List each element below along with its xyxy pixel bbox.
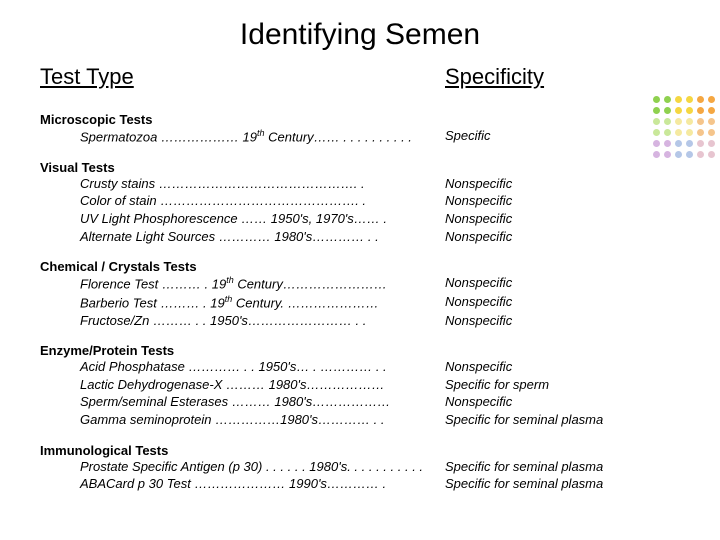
dot-icon [664, 118, 671, 125]
dot-icon [697, 140, 704, 147]
test-specificity: Nonspecific [445, 192, 512, 210]
test-name: Acid Phosphatase ………… . . 1950's… . …………… [40, 358, 445, 376]
section: Enzyme/Protein TestsAcid Phosphatase ………… [0, 343, 720, 428]
test-name: Lactic Dehydrogenase-X ……… 1980's……………… [40, 376, 445, 394]
dot-icon [686, 118, 693, 125]
dot-icon [697, 118, 704, 125]
dot-icon [686, 151, 693, 158]
dot-icon [708, 96, 715, 103]
test-row: Spermatozoa ……………… 19th Century…… . . . … [40, 127, 680, 146]
dot-icon [697, 107, 704, 114]
test-specificity: Nonspecific [445, 293, 512, 312]
test-name: Crusty stains ………………………………………. . [40, 175, 445, 193]
test-specificity: Nonspecific [445, 210, 512, 228]
section: Immunological TestsProstate Specific Ant… [0, 443, 720, 493]
decorative-dots [653, 96, 716, 159]
test-name: Spermatozoa ……………… 19th Century…… . . . … [40, 127, 445, 146]
test-row: ABACard p 30 Test ………………… 1990's………… .Sp… [40, 475, 680, 493]
test-name: Sperm/seminal Esterases ……… 1980's……………… [40, 393, 445, 411]
dot-icon [708, 107, 715, 114]
test-row: Acid Phosphatase ………… . . 1950's… . …………… [40, 358, 680, 376]
dot-icon [697, 151, 704, 158]
section-title: Visual Tests [40, 160, 680, 175]
test-name: Prostate Specific Antigen (p 30) . . . .… [40, 458, 445, 476]
dot-icon [708, 129, 715, 136]
dot-icon [675, 129, 682, 136]
dot-icon [686, 140, 693, 147]
test-specificity: Nonspecific [445, 175, 512, 193]
dot-icon [708, 151, 715, 158]
test-row: UV Light Phosphorescence …… 1950's, 1970… [40, 210, 680, 228]
dot-icon [653, 118, 660, 125]
header-test-type: Test Type [40, 64, 445, 90]
dot-icon [697, 96, 704, 103]
section: Visual TestsCrusty stains ……………………………………… [0, 160, 720, 245]
test-specificity: Specific for sperm [445, 376, 549, 394]
test-row: Color of stain ………………………………………. .Nonspec… [40, 192, 680, 210]
test-specificity: Specific for seminal plasma [445, 411, 603, 429]
test-row: Florence Test ……… . 19th Century……………………… [40, 274, 680, 293]
column-headers: Test Type Specificity [0, 64, 720, 98]
test-row: Sperm/seminal Esterases ……… 1980's………………… [40, 393, 680, 411]
dot-icon [686, 107, 693, 114]
dot-icon [664, 107, 671, 114]
dot-icon [675, 107, 682, 114]
page-title: Identifying Semen [0, 0, 720, 64]
test-name: Alternate Light Sources ………… 1980's………… … [40, 228, 445, 246]
header-specificity: Specificity [445, 64, 544, 90]
test-specificity: Nonspecific [445, 228, 512, 246]
test-specificity: Nonspecific [445, 274, 512, 293]
dot-icon [664, 129, 671, 136]
test-row: Barberio Test ……… . 19th Century. ………………… [40, 293, 680, 312]
test-row: Prostate Specific Antigen (p 30) . . . .… [40, 458, 680, 476]
test-row: Gamma seminoprotein ……………1980's………… . .S… [40, 411, 680, 429]
test-specificity: Nonspecific [445, 312, 512, 330]
dot-icon [653, 129, 660, 136]
section-title: Chemical / Crystals Tests [40, 259, 680, 274]
dot-icon [686, 129, 693, 136]
dot-icon [675, 118, 682, 125]
test-row: Crusty stains ………………………………………. .Nonspeci… [40, 175, 680, 193]
test-name: Barberio Test ……… . 19th Century. ………………… [40, 293, 445, 312]
dot-icon [653, 96, 660, 103]
test-row: Fructose/Zn ……… . . 1950's…………………… . .No… [40, 312, 680, 330]
test-name: UV Light Phosphorescence …… 1950's, 1970… [40, 210, 445, 228]
dot-icon [653, 151, 660, 158]
test-row: Lactic Dehydrogenase-X ……… 1980's………………S… [40, 376, 680, 394]
dot-icon [708, 140, 715, 147]
test-specificity: Nonspecific [445, 393, 512, 411]
dot-icon [653, 140, 660, 147]
test-specificity: Specific [445, 127, 491, 146]
test-row: Alternate Light Sources ………… 1980's………… … [40, 228, 680, 246]
test-name: Fructose/Zn ……… . . 1950's…………………… . . [40, 312, 445, 330]
dot-icon [686, 96, 693, 103]
test-specificity: Nonspecific [445, 358, 512, 376]
test-name: Gamma seminoprotein ……………1980's………… . . [40, 411, 445, 429]
dot-icon [664, 96, 671, 103]
section-title: Enzyme/Protein Tests [40, 343, 680, 358]
section: Microscopic TestsSpermatozoa ……………… 19th… [0, 112, 720, 146]
dot-icon [664, 151, 671, 158]
test-specificity: Specific for seminal plasma [445, 475, 603, 493]
dot-icon [708, 118, 715, 125]
test-name: Florence Test ……… . 19th Century…………………… [40, 274, 445, 293]
dot-icon [664, 140, 671, 147]
test-name: ABACard p 30 Test ………………… 1990's………… . [40, 475, 445, 493]
dot-icon [675, 140, 682, 147]
section-title: Microscopic Tests [40, 112, 680, 127]
section: Chemical / Crystals TestsFlorence Test …… [0, 259, 720, 329]
dot-icon [697, 129, 704, 136]
test-name: Color of stain ………………………………………. . [40, 192, 445, 210]
dot-icon [675, 96, 682, 103]
dot-icon [653, 107, 660, 114]
section-title: Immunological Tests [40, 443, 680, 458]
test-specificity: Specific for seminal plasma [445, 458, 603, 476]
dot-icon [675, 151, 682, 158]
